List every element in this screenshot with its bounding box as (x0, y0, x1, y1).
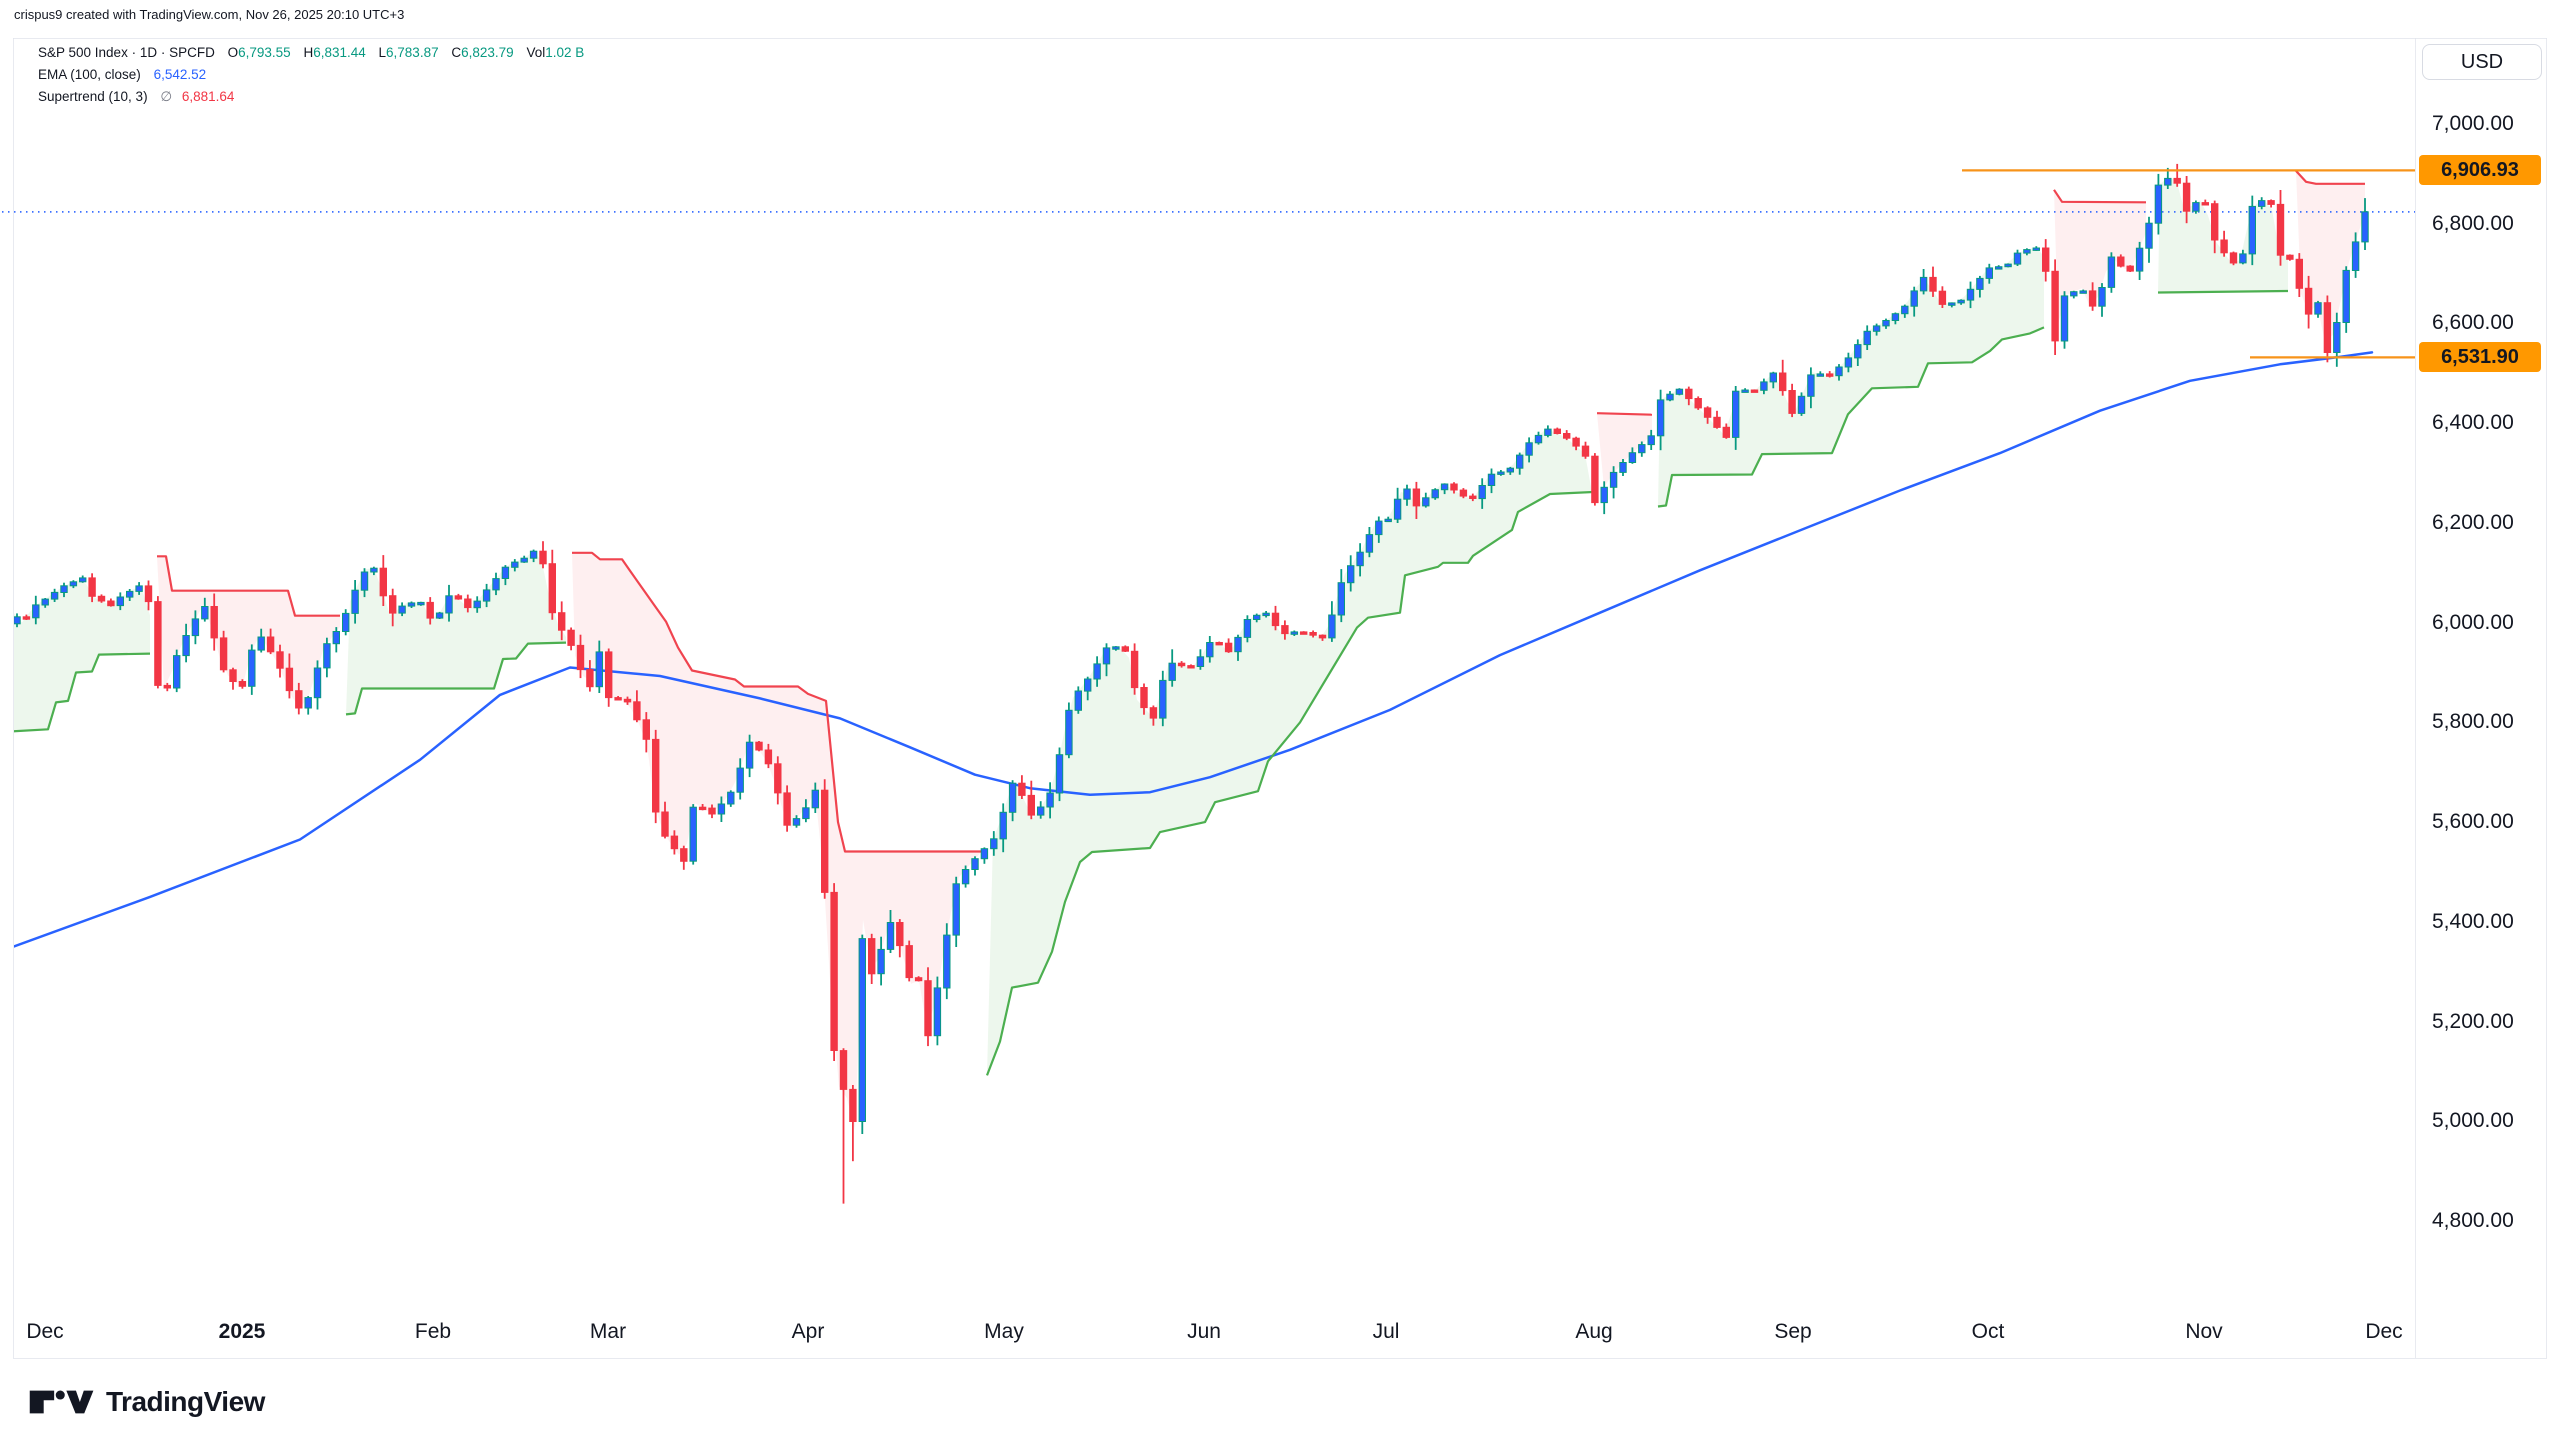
low-label: L (378, 45, 387, 60)
supertrend-up-line (14, 652, 151, 733)
close-label: C (451, 45, 462, 60)
ema-title: EMA (100, close) (38, 67, 141, 82)
time-tick-label: Apr (791, 1320, 825, 1343)
time-tick-label: Sep (1774, 1320, 1812, 1343)
supertrend-down-line (572, 551, 983, 853)
time-tick-label: 2025 (218, 1320, 266, 1343)
high-label: H (303, 45, 314, 60)
supertrend-up-line (1657, 326, 2045, 508)
supertrend-up-fill (1658, 247, 2044, 507)
chart-legend[interactable]: S&P 500 Index · 1D · SPCFD O6,793.55 H6,… (38, 42, 584, 108)
time-tick-label: Feb (414, 1320, 452, 1343)
frame-left-border (13, 38, 14, 1358)
price-tick-label: 6,400.00 (2432, 411, 2514, 435)
empty-set-icon: ∅ (160, 89, 173, 104)
legend-symbol-row: S&P 500 Index · 1D · SPCFD O6,793.55 H6,… (38, 42, 584, 64)
ema-value: 6,542.52 (153, 67, 207, 82)
price-tick-label: 7,000.00 (2432, 112, 2514, 135)
price-tick-label: 5,000.00 (2432, 1109, 2514, 1133)
supertrend-down-fill (1597, 413, 1652, 488)
price-tick-label: 5,200.00 (2432, 1009, 2514, 1033)
supertrend-down-line (2053, 189, 2147, 204)
supertrend-up-fill (987, 430, 1593, 1076)
supertrend-up-fill (346, 550, 566, 715)
time-tick-label: Jul (1372, 1320, 1400, 1343)
price-tick-label: 5,800.00 (2432, 710, 2514, 734)
open-value: 6,793.55 (238, 45, 291, 60)
supertrend-down-fill (2296, 170, 2365, 343)
price-tick-label: 5,600.00 (2432, 810, 2514, 834)
supertrend-value: 6,881.64 (181, 89, 235, 104)
frame-top-border (13, 38, 2547, 39)
volume-value: 1.02 B (545, 45, 585, 60)
legend-supertrend-row: Supertrend (10, 3) ∅ 6,881.64 (38, 86, 584, 108)
close-value: 6,823.79 (461, 45, 514, 60)
open-label: O (227, 45, 239, 60)
supertrend-fill-layer (14, 170, 2365, 1130)
time-tick-label: Aug (1575, 1320, 1613, 1343)
time-tick-label: Nov (2185, 1320, 2223, 1343)
supertrend-up-line (345, 641, 567, 716)
price-tick-label: 6,000.00 (2432, 610, 2514, 634)
price-mark-label: 6,906.93 (2419, 155, 2541, 186)
frame-bottom-border (13, 1358, 2547, 1359)
time-axis[interactable]: Dec 2025 Feb Mar Apr May Jun Jul Aug Sep Oct Nov Dec (0, 1302, 2560, 1358)
high-value: 6,831.44 (313, 45, 366, 60)
price-tick-label: 5,400.00 (2432, 909, 2514, 933)
price-tick-label: 4,800.00 (2432, 1209, 2514, 1232)
series-layer (14, 163, 2374, 1204)
tradingview-logo[interactable]: TradingView (28, 1386, 265, 1418)
price-tick-label: 6,200.00 (2432, 510, 2514, 534)
frame-right-border (2546, 38, 2547, 1358)
currency-toggle-button[interactable]: USD (2422, 44, 2542, 80)
supertrend-down-fill (2054, 189, 2146, 325)
time-tick-label: Dec (2365, 1320, 2403, 1343)
symbol-title: S&P 500 Index · 1D · SPCFD (38, 45, 215, 60)
time-tick-label: May (984, 1320, 1024, 1343)
supertrend-down-fill (157, 556, 340, 708)
time-tick-label: Mar (589, 1320, 627, 1343)
price-tick-label: 6,600.00 (2432, 311, 2514, 335)
legend-ema-row: EMA (100, close) 6,542.52 (38, 64, 584, 86)
ema-line (14, 351, 2374, 948)
time-tick-label: Jun (1187, 1320, 1221, 1343)
attribution-text: crispus9 created with TradingView.com, N… (14, 7, 405, 22)
low-value: 6,783.87 (386, 45, 439, 60)
price-axis[interactable]: 7,000.00 6,800.00 6,600.00 6,400.00 6,200.00… (2415, 38, 2560, 1358)
supertrend-up-fill (14, 579, 150, 732)
supertrend-up-line (985, 490, 1594, 1076)
supertrend-up-fill (2158, 178, 2288, 293)
time-tick-label: Dec (26, 1320, 64, 1343)
supertrend-down-line (2295, 170, 2365, 185)
price-axis-separator (2415, 38, 2416, 1358)
candles-layer (14, 163, 2369, 1204)
currency-label: USD (2460, 50, 2504, 73)
tradingview-logo-text: TradingView (106, 1386, 265, 1417)
supertrend-down-line (157, 555, 340, 617)
price-mark-label: 6,531.90 (2419, 342, 2541, 373)
supertrend-title: Supertrend (10, 3) (38, 89, 148, 104)
volume-label: Vol (526, 45, 546, 60)
time-tick-label: Oct (1971, 1320, 2005, 1343)
price-tick-label: 6,800.00 (2432, 211, 2514, 235)
supertrend-up-line (2157, 289, 2289, 294)
tradingview-logo-mark (29, 1390, 94, 1414)
supertrend-down-fill (572, 552, 983, 1130)
supertrend-down-line (1596, 412, 1653, 416)
